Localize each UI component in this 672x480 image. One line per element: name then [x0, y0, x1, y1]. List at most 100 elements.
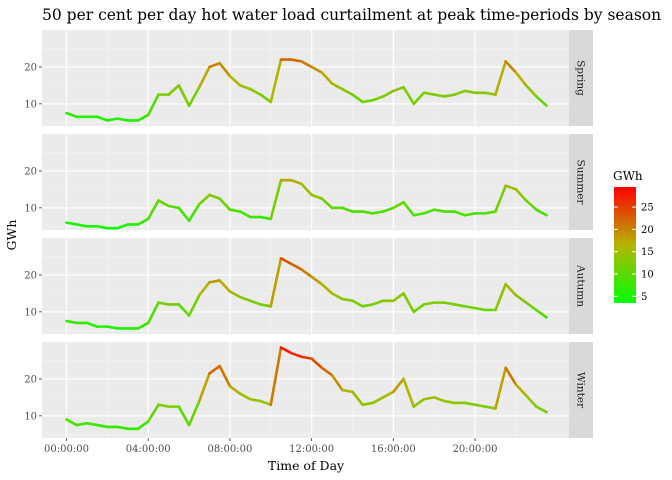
line-segment: [167, 204, 181, 210]
facet-strip: [569, 30, 593, 126]
line-segment: [412, 397, 426, 408]
line-segment: [392, 292, 405, 303]
line-segment: [157, 403, 170, 408]
line-segment: [535, 95, 548, 107]
line-segment: [524, 301, 538, 312]
line-segment: [208, 279, 222, 284]
line-segment: [95, 423, 109, 429]
line-segment: [95, 225, 109, 230]
line-segment: [208, 193, 222, 200]
line-segment: [65, 221, 79, 226]
line-segment: [392, 201, 405, 210]
line-segment: [361, 210, 375, 215]
line-segment: [197, 372, 211, 403]
line-segment: [310, 65, 324, 74]
line-segment: [259, 399, 273, 407]
line-segment: [330, 292, 344, 301]
line-segment: [300, 182, 313, 197]
line-segment: [300, 268, 313, 279]
y-tick-label: 10: [24, 99, 37, 110]
line-segment: [146, 301, 160, 325]
line-segment: [289, 262, 303, 271]
line-segment: [535, 208, 548, 217]
line-segment: [524, 394, 538, 408]
line-segment: [269, 58, 283, 104]
line-segment: [473, 403, 487, 408]
facet-panel-spring: 10 20 Spring: [24, 30, 593, 126]
line-segment: [432, 208, 446, 213]
line-segment: [494, 60, 507, 96]
line-segment: [371, 95, 385, 102]
line-segment: [340, 87, 354, 96]
line-segment: [310, 357, 324, 370]
y-tick-label: 10: [24, 203, 37, 214]
line-segment: [177, 303, 191, 317]
line-segment: [187, 202, 201, 223]
facet-strip-label: Autumn: [575, 264, 587, 307]
line-segment: [177, 206, 191, 223]
line-segment: [443, 301, 456, 306]
line-segment: [422, 301, 436, 306]
line-segment: [187, 85, 201, 107]
line-segment: [412, 303, 426, 314]
facet-strip-label: Spring: [575, 60, 587, 96]
legend: GWh 5 10 15 20 25: [613, 169, 654, 303]
line-segment: [535, 405, 548, 414]
line-segment: [443, 93, 456, 98]
line-segment: [524, 84, 538, 98]
line-segment: [136, 217, 150, 226]
line-segment: [320, 197, 334, 210]
line-segment: [85, 421, 99, 427]
chart-title: 50 per cent per day hot water load curta…: [42, 6, 661, 24]
x-tick-label: 12:00:00: [289, 444, 334, 455]
line-segment: [494, 282, 507, 312]
line-segment: [249, 397, 262, 403]
line-segment: [473, 306, 487, 312]
line-segment: [535, 308, 548, 319]
line-segment: [116, 425, 130, 431]
line-segment: [157, 301, 170, 306]
line-segment: [494, 366, 507, 410]
y-tick-label: 20: [24, 270, 37, 281]
line-segment: [504, 366, 518, 386]
facet-strip: [569, 342, 593, 438]
line-segment: [197, 281, 211, 297]
line-segment: [106, 325, 119, 330]
line-segment: [320, 282, 334, 295]
line-segment: [463, 89, 477, 95]
line-segment: [402, 292, 416, 314]
line-segment: [187, 293, 201, 317]
line-segment: [208, 61, 222, 69]
line-segment: [340, 388, 354, 394]
line-segment: [116, 117, 130, 122]
panel-background: [42, 238, 569, 334]
facet-panel-winter: 10 20 Winter: [24, 342, 593, 438]
y-tick-label: 20: [24, 374, 37, 385]
line-segment: [340, 297, 354, 303]
line-segment: [269, 346, 283, 407]
facet-panel-autumn: 10 20 Autumn: [24, 238, 593, 334]
line-segment: [249, 299, 262, 306]
line-segment: [514, 293, 528, 304]
line-segment: [187, 399, 201, 427]
facet-panel-summer: 10 20 Summer: [24, 134, 593, 230]
facet-panels: 10 20 Spring 10 20 Summer 10 20 Autumn 10 20 Winter: [24, 30, 593, 438]
line-segment: [136, 321, 150, 330]
line-segment: [300, 355, 313, 360]
line-segment: [320, 71, 334, 85]
x-tick-label: 08:00:00: [207, 444, 252, 455]
line-segment: [422, 396, 436, 401]
panel-background: [42, 30, 569, 126]
line-segment: [351, 93, 364, 104]
legend-label: 25: [641, 203, 654, 214]
line-segment: [514, 71, 528, 87]
legend-label: 20: [641, 225, 654, 236]
line-segment: [371, 396, 385, 405]
line-segment: [402, 201, 416, 217]
line-segment: [238, 392, 252, 401]
panel-background: [42, 134, 569, 230]
line-segment: [330, 82, 344, 91]
line-segment: [330, 373, 344, 392]
line-segment: [494, 184, 507, 213]
line-segment: [208, 364, 222, 375]
